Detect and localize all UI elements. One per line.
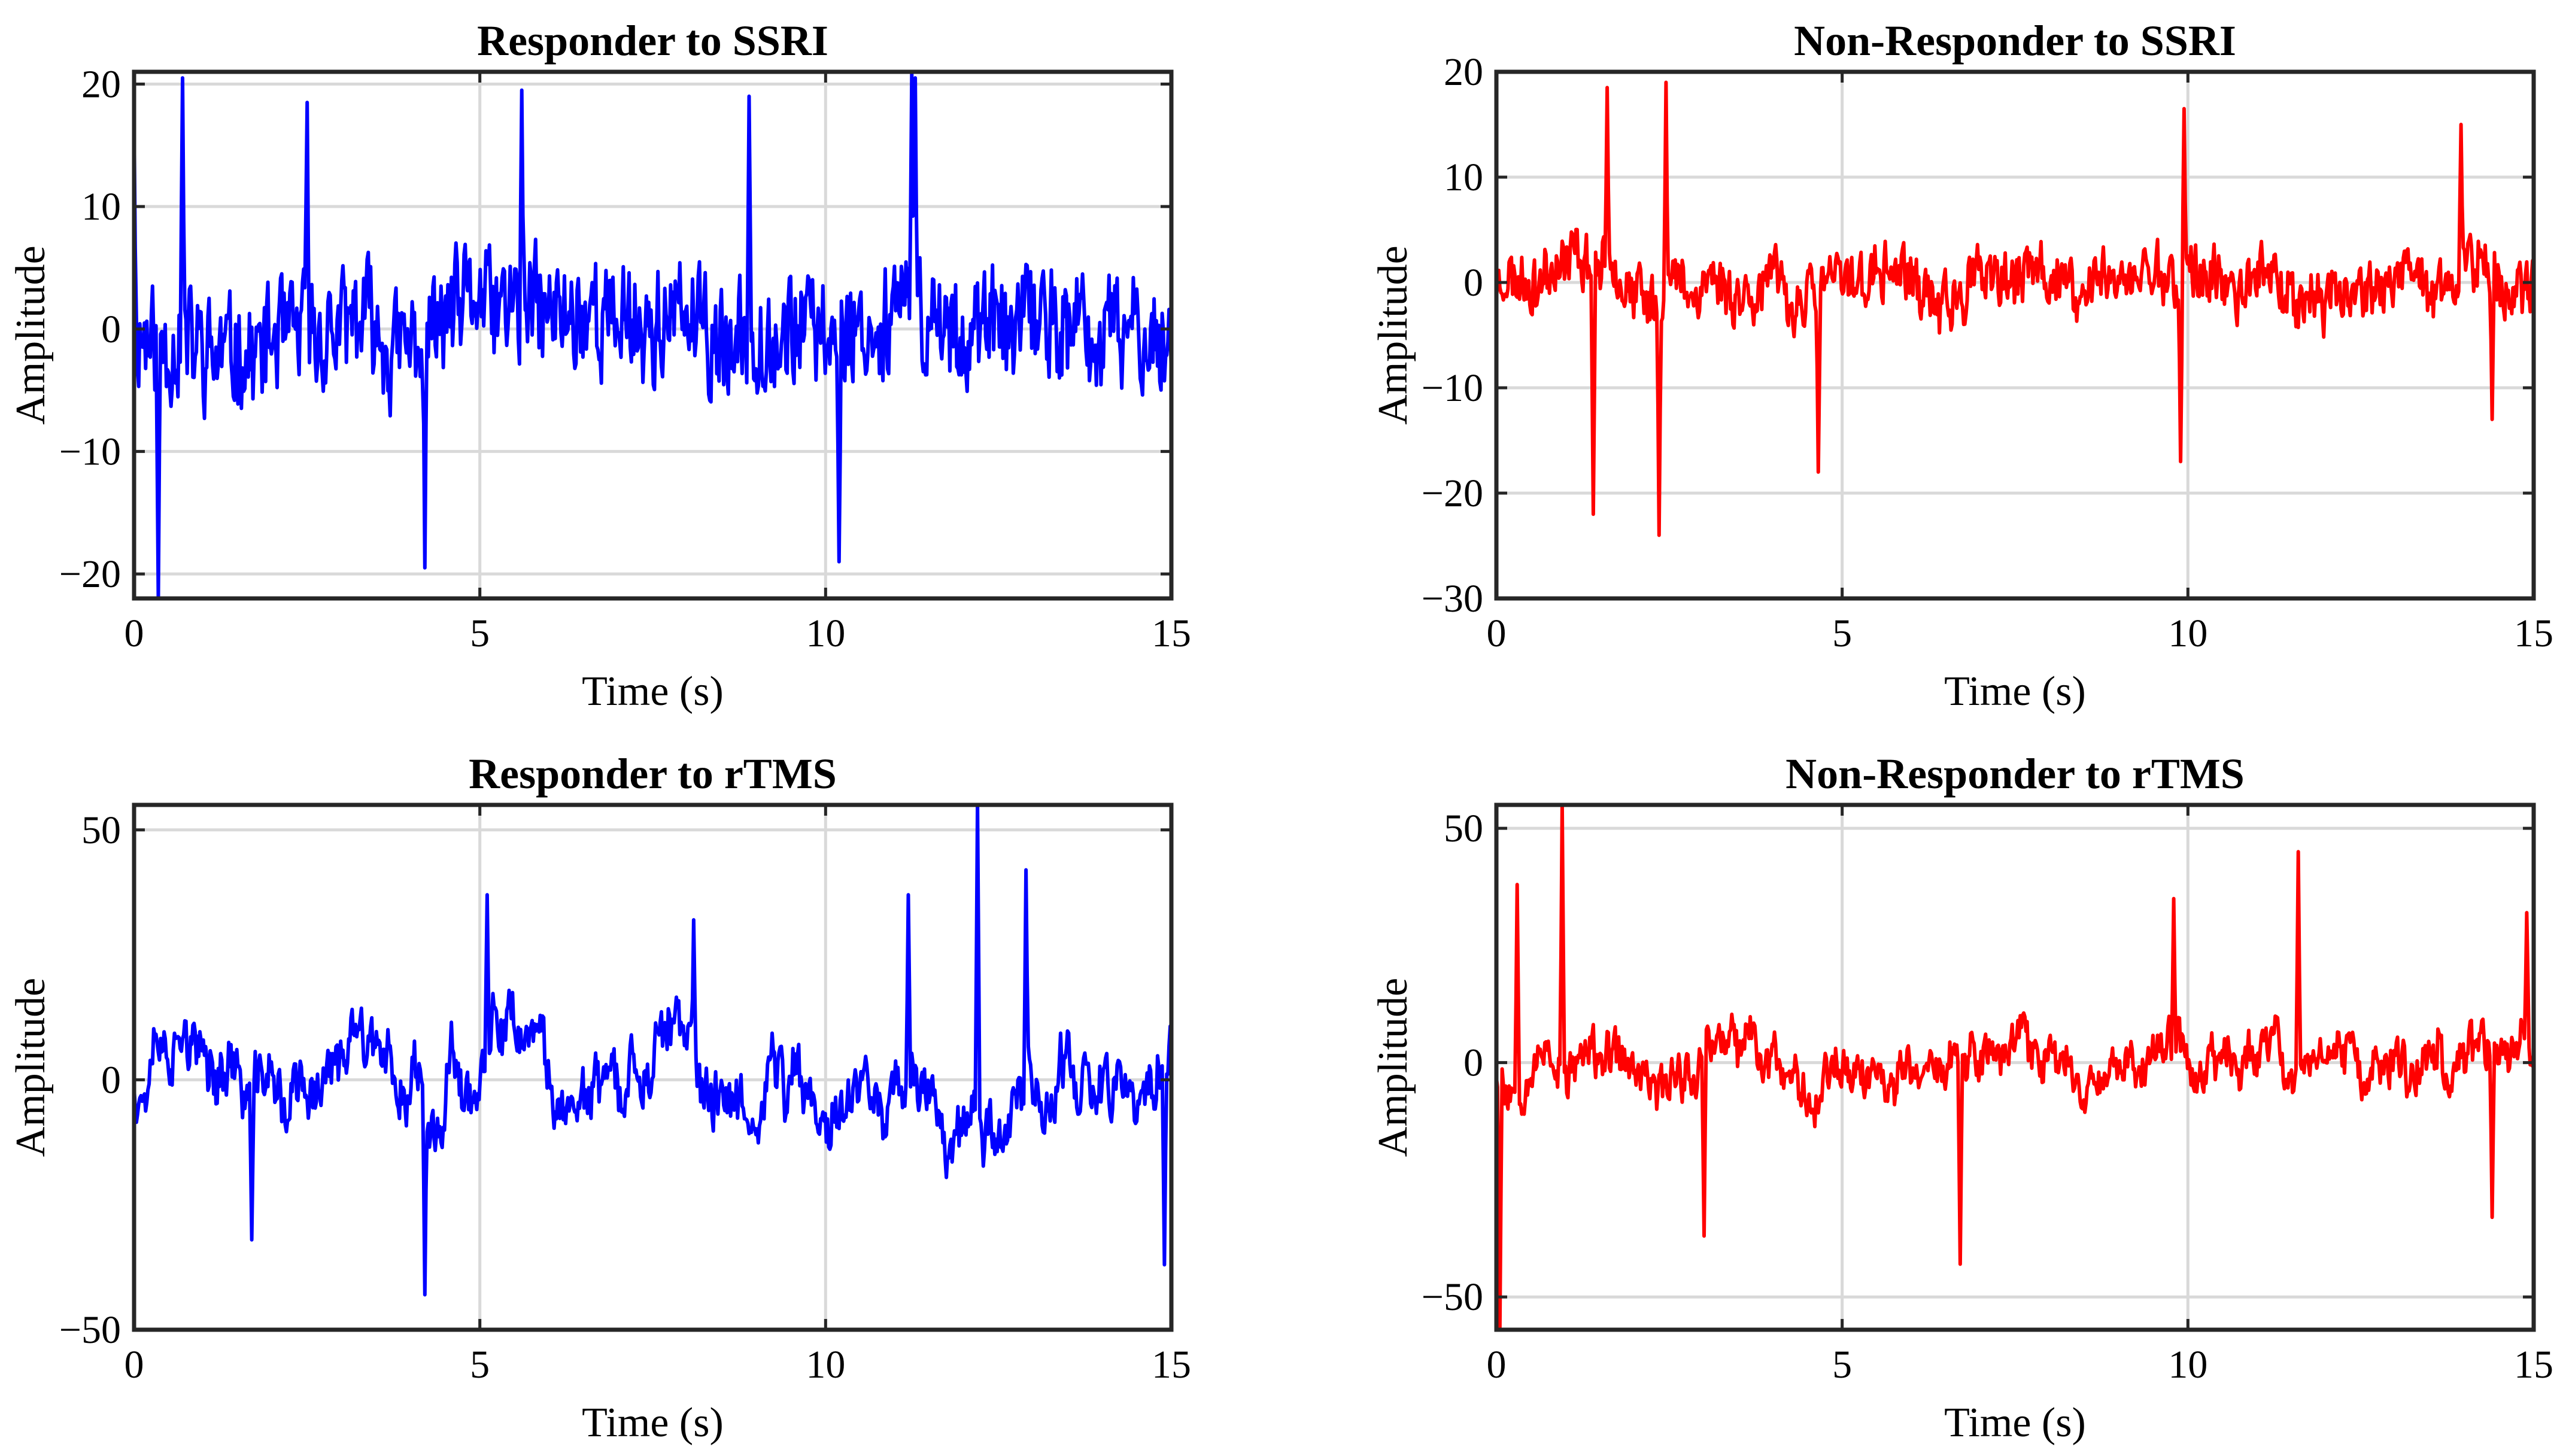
- chart-title: Non-Responder to rTMS: [1785, 750, 2245, 798]
- x-axis-label: Time (s): [1944, 1400, 2086, 1446]
- x-axis-label: Time (s): [582, 1400, 724, 1446]
- chart-title: Responder to SSRI: [477, 17, 828, 65]
- x-tick-label: 0: [1487, 612, 1507, 655]
- axes-box: [1494, 803, 2536, 1332]
- y-tick-label: 0: [101, 1058, 121, 1102]
- signal-line: [134, 805, 1171, 1297]
- x-axis-label: Time (s): [1944, 668, 2086, 715]
- signal-line: [1496, 80, 2534, 537]
- y-tick-label: −50: [1422, 1275, 1483, 1319]
- x-tick-label: 10: [2168, 1343, 2207, 1387]
- x-tick-label: 5: [1832, 1343, 1852, 1387]
- chart-title: Non-Responder to SSRI: [1794, 17, 2236, 65]
- axes-box: [132, 803, 1174, 1332]
- y-tick-label: 50: [1444, 807, 1483, 850]
- y-tick-label: −20: [59, 552, 121, 596]
- y-tick-label: 20: [81, 62, 121, 106]
- x-tick-label: 5: [1832, 612, 1852, 655]
- y-tick-label: 0: [101, 308, 121, 351]
- x-tick-label: 15: [1152, 1343, 1191, 1387]
- x-tick-label: 0: [1487, 1343, 1507, 1387]
- y-tick-label: 50: [81, 808, 121, 852]
- signal-line: [1496, 805, 2534, 1330]
- y-tick-label: −30: [1422, 577, 1483, 621]
- chart-title: Responder to rTMS: [469, 750, 837, 798]
- y-axis-label: Amplitude: [1370, 978, 1416, 1157]
- x-tick-label: 5: [470, 612, 490, 655]
- signal-line: [134, 72, 1171, 598]
- panel-responder-ssri: 0 5 10 15 −20 −10 0 10 20 Responder to SSRI Time (…: [8, 17, 1191, 715]
- x-tick-label: 15: [2514, 612, 2553, 655]
- y-axis-label: Amplitude: [8, 245, 54, 424]
- y-tick-label: 0: [1463, 261, 1483, 305]
- panel-non-responder-ssri: 0 5 10 15 −30 −20 −10 0 10 20 Non-Responder to SSR…: [1370, 17, 2553, 715]
- x-tick-label: 0: [124, 612, 144, 655]
- x-tick-label: 15: [2514, 1343, 2553, 1387]
- y-tick-label: −50: [59, 1308, 121, 1352]
- y-tick-label: 20: [1444, 50, 1483, 94]
- x-tick-label: 0: [124, 1343, 144, 1387]
- y-axis-label: Amplitude: [1370, 245, 1416, 424]
- y-tick-label: −10: [1422, 366, 1483, 410]
- x-tick-label: 10: [2168, 612, 2207, 655]
- y-axis-label: Amplitude: [8, 978, 54, 1157]
- x-tick-label: 10: [806, 1343, 845, 1387]
- axes-box: [132, 69, 1174, 601]
- x-axis-label: Time (s): [582, 668, 724, 715]
- x-tick-label: 5: [470, 1343, 490, 1387]
- y-tick-label: 10: [81, 185, 121, 229]
- y-tick-label: −10: [59, 430, 121, 473]
- y-tick-label: −20: [1422, 472, 1483, 515]
- y-tick-label: 10: [1444, 156, 1483, 199]
- x-tick-label: 10: [806, 612, 845, 655]
- y-tick-label: 0: [1463, 1041, 1483, 1085]
- axes-box: [1494, 69, 2536, 601]
- x-tick-label: 15: [1152, 612, 1191, 655]
